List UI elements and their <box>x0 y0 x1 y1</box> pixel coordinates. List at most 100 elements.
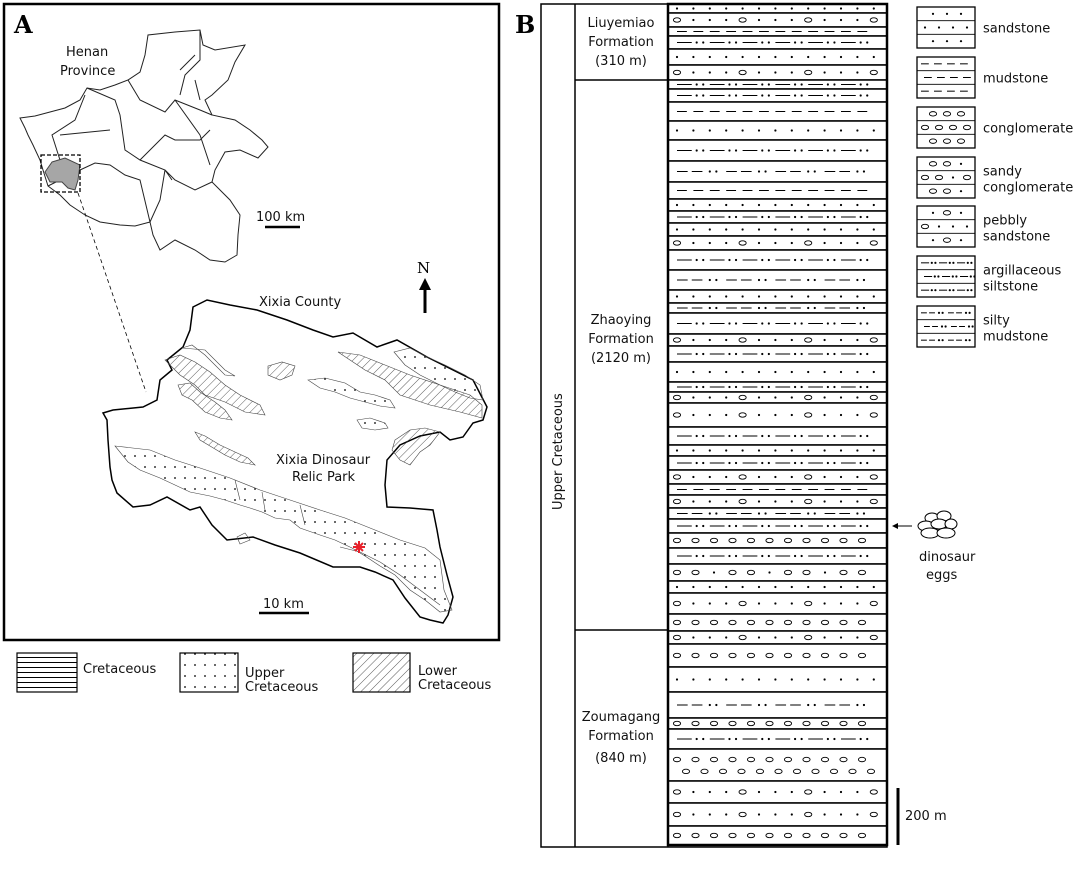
layer-siltymud <box>667 507 888 520</box>
layer-mudstone <box>667 101 888 122</box>
legend-label-lower-cretaceous-1: Lower <box>418 664 458 679</box>
layer-pebbly <box>667 780 888 804</box>
inset-box <box>40 154 81 193</box>
layer-argsilt <box>667 547 888 565</box>
panel-a: A Henan Province 100 km <box>2 2 501 695</box>
svg-text:Liuyemiao: Liuyemiao <box>588 16 655 31</box>
legend-label-sandyconglomerate: sandy <box>983 165 1022 180</box>
legend-swatch-cretaceous <box>16 652 78 693</box>
layer-pebbly <box>667 333 888 347</box>
panel-b-label: B <box>515 10 535 39</box>
lower-cretaceous-patch <box>337 351 483 419</box>
legend-item-conglomerate: conglomerate <box>916 106 1073 149</box>
legend-label-pebbly: sandstone <box>983 230 1050 245</box>
legend-label-siltymud: mudstone <box>983 330 1048 345</box>
henan-province-map <box>19 29 269 393</box>
province-label-line1: Henan <box>66 45 108 60</box>
layer-sandstone <box>667 666 888 693</box>
layer-pebbly <box>667 64 888 81</box>
svg-text:(310 m): (310 m) <box>595 54 647 69</box>
formation-liuyemiao: Liuyemiao Formation (310 m) <box>588 16 655 69</box>
svg-text:Zoumagang: Zoumagang <box>582 710 660 725</box>
layer-argsilt <box>667 210 888 224</box>
legend-swatch <box>916 106 976 149</box>
legend-label-sandyconglomerate: conglomerate <box>983 181 1073 196</box>
legend-label-upper-cretaceous-1: Upper <box>245 666 285 681</box>
legend-label-cretaceous: Cretaceous <box>83 662 157 677</box>
north-label: N <box>417 259 430 277</box>
svg-text:Zhaoying: Zhaoying <box>591 313 652 328</box>
lower-cretaceous-patch <box>267 361 296 381</box>
layer-argsilt <box>667 426 888 446</box>
layer-sandstone <box>667 120 888 141</box>
layer-siltymud <box>667 691 888 719</box>
lower-cretaceous-patch <box>177 382 233 421</box>
layer-siltymud <box>667 160 888 183</box>
legend-swatch-upper-cretaceous <box>179 652 239 693</box>
layer-sandstone <box>667 580 888 594</box>
inset-leader-line <box>77 192 147 393</box>
layer-mudstone <box>667 26 888 37</box>
legend-label-pebbly: pebbly <box>983 214 1027 229</box>
legend-item-mudstone: mudstone <box>916 56 1048 99</box>
layer-conglomerate <box>667 825 888 846</box>
upper-cretaceous-band <box>114 445 453 613</box>
section-scale-label: 200 m <box>905 809 947 824</box>
panel-a-legend: Cretaceous Upper Cretaceous Lower Cretac… <box>16 652 492 695</box>
layer-mudstone <box>667 483 888 496</box>
legend-label-conglomerate: conglomerate <box>983 122 1073 137</box>
park-label-line1: Xixia Dinosaur <box>276 453 371 468</box>
dinosaur-eggs-icon <box>917 510 958 539</box>
upper-cretaceous-patch <box>181 344 236 377</box>
layer-argsilt <box>667 139 888 162</box>
layer-conglomerate2 <box>667 748 888 782</box>
park-label-line2: Relic Park <box>292 470 356 485</box>
layer-pebbly <box>667 12 888 28</box>
xixia-county-map <box>101 299 488 624</box>
layer-conglomerate <box>667 532 888 549</box>
lower-cretaceous-patch <box>236 532 251 545</box>
layer-sandstone <box>667 48 888 66</box>
layer-mudstone <box>667 181 888 200</box>
layer-pebbly <box>667 469 888 485</box>
legend-swatch <box>916 205 976 248</box>
svg-text:Formation: Formation <box>588 729 654 744</box>
layer-pebbly <box>667 592 888 615</box>
layer-argsilt <box>667 345 888 363</box>
upper-cretaceous-patch <box>393 347 484 401</box>
province-scale-label: 100 km <box>256 210 305 225</box>
svg-text:Formation: Formation <box>588 332 654 347</box>
layer-pebbly <box>667 235 888 251</box>
legend-swatch <box>916 156 976 199</box>
eggs-label-line1: dinosaur <box>919 550 976 565</box>
layer-sandstone <box>667 3 888 14</box>
formation-zoumagang: Zoumagang Formation (840 m) <box>582 710 660 766</box>
panel-b: B Upper Cretaceous Liuyemiao Formation (… <box>515 2 1073 848</box>
legend-label-sandstone: sandstone <box>983 22 1050 37</box>
formation-zhaoying: Zhaoying Formation (2120 m) <box>588 313 654 366</box>
layer-argsilt <box>667 728 888 750</box>
layer-sandstone <box>667 361 888 383</box>
layer-conglomerate <box>667 717 888 730</box>
legend-swatch-lower-cretaceous <box>352 652 411 693</box>
layer-argsilt <box>667 455 888 471</box>
legend-label-argsilt: siltstone <box>983 280 1038 295</box>
legend-label-upper-cretaceous-2: Cretaceous <box>245 680 319 695</box>
layer-sandyconglomerate <box>667 563 888 582</box>
xixia-highlight <box>44 157 81 191</box>
lithology-legend: sandstonemudstoneconglomeratesandyconglo… <box>916 6 1073 348</box>
dinosaur-eggs-marker: dinosaur eggs <box>892 510 976 583</box>
layer-argsilt <box>667 79 888 90</box>
panel-a-label: A <box>13 10 33 39</box>
upper-cretaceous-patch <box>307 377 396 409</box>
layer-sandstone <box>667 222 888 237</box>
lower-cretaceous-patch <box>194 431 256 466</box>
layer-pebbly <box>667 402 888 428</box>
layer-conglomerate <box>667 613 888 632</box>
legend-item-sandstone: sandstone <box>916 6 1050 49</box>
layer-pebbly <box>667 802 888 827</box>
layer-pebbly <box>667 494 888 509</box>
